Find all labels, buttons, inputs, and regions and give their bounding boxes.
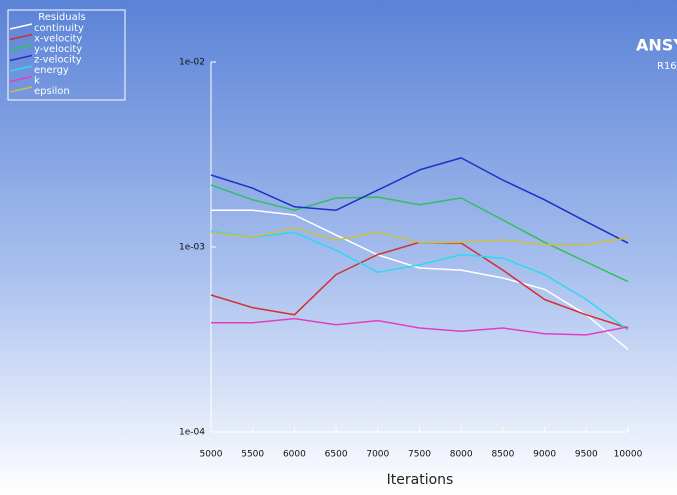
legend-label: y-velocity (34, 44, 82, 55)
brand: ANSYS (636, 36, 677, 55)
x-tick-label: 7500 (408, 450, 431, 460)
x-tick-label: 5500 (241, 450, 264, 460)
legend-title: Residuals (38, 12, 85, 23)
series-line (211, 209, 629, 350)
x-tick-label: 9500 (575, 450, 598, 460)
version: R16. (657, 61, 677, 72)
legend-box (7, 9, 126, 101)
y-tick-label: 1e-03 (179, 243, 205, 253)
legend-label: x-velocity (34, 34, 82, 45)
legend-swatch (9, 23, 33, 30)
series-line (210, 184, 629, 283)
y-tick-label: 1e-04 (179, 428, 205, 438)
legend-label: epsilon (34, 86, 70, 97)
legend-swatch (9, 75, 33, 83)
x-tick-label: 7000 (366, 450, 389, 460)
legend-swatch (9, 65, 33, 72)
legend-swatch (9, 86, 33, 93)
legend-swatch (9, 33, 33, 41)
x-tick-label: 6500 (325, 450, 348, 460)
legend-label: continuity (34, 23, 84, 34)
x-tick-label: 5000 (200, 450, 223, 460)
y-tick-label: 1e-02 (179, 58, 205, 68)
legend-swatch (9, 44, 33, 51)
legend-swatch (9, 54, 33, 62)
series-line (210, 157, 629, 244)
series-line (211, 317, 629, 336)
series-line (210, 230, 629, 331)
x-tick-label: 10000 (614, 450, 643, 460)
legend-label: energy (34, 65, 69, 76)
series-line (210, 227, 629, 246)
x-tick-label: 9000 (533, 450, 556, 460)
legend-label: k (34, 76, 40, 87)
x-axis-label: Iterations (387, 472, 454, 488)
x-tick-label: 8000 (450, 450, 473, 460)
legend-label: z-velocity (34, 55, 82, 66)
x-tick-label: 8500 (491, 450, 514, 460)
x-tick-label: 6000 (283, 450, 306, 460)
